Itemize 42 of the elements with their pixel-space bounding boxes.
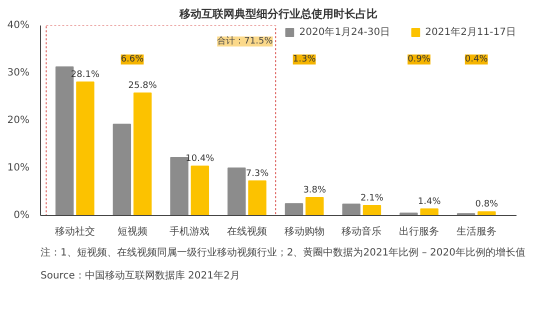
data-label: 2.1% <box>360 194 384 204</box>
bar <box>170 157 188 216</box>
legend-label: 2021年2月11-17日 <box>425 26 516 39</box>
y-tick-label: 40% <box>7 20 30 31</box>
legend-label: 2020年1月24-30日 <box>299 26 390 39</box>
annotation: 6.6% <box>120 54 144 64</box>
x-tick-label: 在线视频 <box>226 226 267 238</box>
bar <box>478 211 496 216</box>
bar <box>133 92 152 216</box>
x-tick-label: 移动购物 <box>284 226 324 238</box>
bar <box>362 205 382 216</box>
source-note: Source：中国移动互联网数据库 2021年2月 <box>40 270 240 282</box>
data-label: 7.3% <box>246 168 270 179</box>
annotation: 合计：71.5% <box>217 36 274 46</box>
data-label: 25.8% <box>128 80 158 91</box>
y-tick-label: 0% <box>14 210 30 221</box>
y-tick-label: 30% <box>7 68 30 78</box>
y-tick-label: 10% <box>7 162 30 174</box>
annotation: 1.3% <box>292 54 316 64</box>
x-tick-label: 生活服务 <box>456 226 496 238</box>
x-tick-label: 移动社交 <box>54 226 95 238</box>
bar <box>76 82 94 216</box>
x-tick-label: 出行服务 <box>399 226 440 238</box>
bar <box>342 204 360 216</box>
bar <box>248 180 266 216</box>
x-tick-label: 移动音乐 <box>342 226 382 238</box>
bar <box>190 166 210 216</box>
bar <box>306 196 324 216</box>
bar <box>228 168 246 216</box>
x-tick-label: 短视频 <box>117 226 148 238</box>
chart-title: 移动互联网典型细分行业总使用时长占比 <box>178 8 378 20</box>
annotation: 0.9% <box>408 54 431 64</box>
text: 注：1、短视频、在线视频同属一级行业移动视频行业；2、黄圈中数据为2021年比例 – 2020年比例的增长值 <box>40 246 526 258</box>
annotation: 0.4% <box>464 54 488 64</box>
x-tick-label: 手机游戏 <box>170 226 210 238</box>
data-label: 3.8% <box>303 185 327 196</box>
bar <box>284 203 304 216</box>
y-tick-label: 20% <box>7 115 30 126</box>
data-label: 0.8% <box>475 200 499 210</box>
data-label: 1.4% <box>418 196 442 207</box>
bar <box>420 208 438 216</box>
bar <box>112 124 132 216</box>
